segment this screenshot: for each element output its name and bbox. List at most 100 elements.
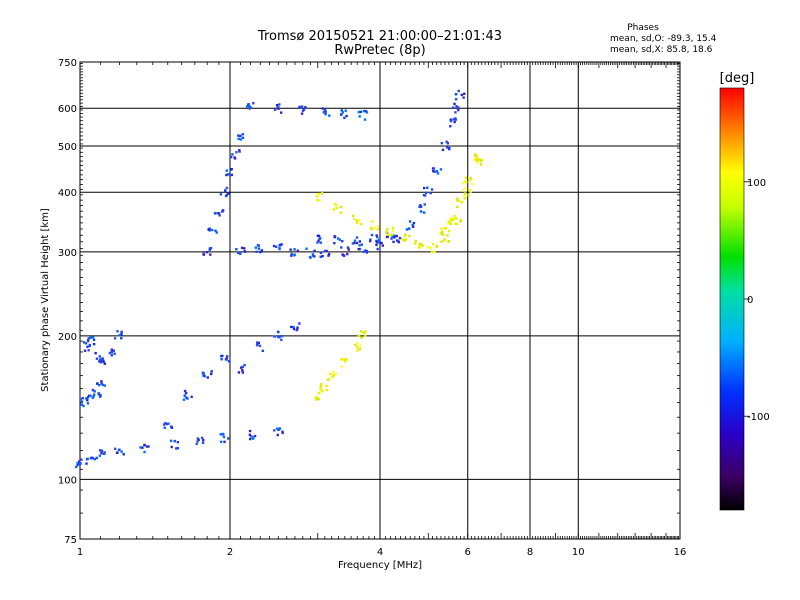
data-point-o (91, 457, 95, 460)
data-point-o (336, 237, 340, 240)
data-point-o (143, 450, 146, 454)
data-point-x (339, 205, 343, 209)
data-point-o (249, 106, 252, 109)
data-point-o (238, 149, 241, 152)
data-point-o (365, 249, 368, 253)
data-point-o (355, 236, 359, 239)
data-point-o (96, 382, 99, 385)
data-point-o (376, 247, 379, 251)
data-point-o (103, 451, 106, 454)
data-point-x (359, 330, 363, 333)
data-point-o (86, 457, 89, 461)
data-point-o (301, 109, 305, 112)
data-point-o (419, 205, 423, 208)
colorbar-tick-0: 0 (747, 295, 753, 306)
data-point-o (277, 428, 280, 432)
data-point-x (364, 334, 367, 337)
data-point-o (275, 103, 279, 107)
data-point-x (376, 228, 380, 231)
data-point-x (334, 372, 338, 376)
data-point-o (89, 336, 93, 339)
data-point-o (229, 155, 233, 159)
data-point-x (404, 238, 407, 242)
data-point-x (451, 219, 454, 222)
data-point-o (94, 351, 97, 355)
data-point-o (100, 380, 103, 383)
data-point-o (225, 169, 228, 172)
data-point-o (184, 396, 188, 399)
data-point-o (347, 248, 350, 251)
data-point-o (368, 239, 372, 243)
data-point-o (298, 105, 301, 109)
data-point-o (113, 337, 117, 340)
data-point-o (79, 398, 82, 401)
data-point-x (475, 155, 479, 159)
data-point-o (92, 393, 96, 396)
data-point-o (449, 125, 452, 128)
data-point-o (228, 173, 232, 177)
data-point-x (447, 229, 451, 233)
data-point-x (356, 221, 359, 225)
data-point-o (196, 437, 200, 440)
data-point-o (219, 440, 223, 444)
data-point-o (353, 239, 357, 242)
data-point-o (86, 399, 89, 402)
tick-label-y-600: 600 (58, 104, 77, 115)
data-point-x (476, 161, 479, 164)
data-point-o (362, 250, 365, 254)
data-point-o (186, 397, 189, 400)
data-point-o (281, 430, 284, 433)
data-point-o (422, 211, 426, 214)
data-point-o (122, 453, 125, 456)
data-point-o (432, 167, 436, 170)
data-point-o (241, 369, 244, 372)
data-point-o (206, 376, 209, 379)
data-point-o (93, 457, 97, 461)
data-point-o (323, 108, 327, 111)
data-point-x (457, 199, 460, 202)
data-point-o (391, 235, 394, 238)
data-point-o (145, 445, 149, 448)
data-point-o (120, 450, 123, 453)
data-point-o (85, 462, 88, 465)
data-point-x (446, 234, 449, 237)
data-point-x (449, 222, 453, 226)
data-point-o (92, 342, 96, 346)
data-point-o (423, 194, 427, 197)
data-point-x (441, 230, 444, 234)
data-point-o (213, 212, 217, 215)
data-point-o (167, 422, 170, 425)
data-point-o (175, 447, 178, 450)
data-point-o (103, 362, 107, 365)
data-point-o (364, 249, 367, 252)
data-point-o (289, 248, 292, 251)
data-point-o (256, 244, 260, 247)
data-point-o (241, 133, 245, 136)
data-point-o (433, 170, 436, 173)
data-point-o (98, 393, 101, 396)
data-point-o (446, 142, 449, 145)
data-point-x (332, 208, 336, 211)
data-point-o (100, 382, 103, 385)
data-point-o (418, 205, 421, 209)
data-point-o (292, 325, 295, 329)
colorbar-tick-neg100: -100 (747, 412, 770, 423)
data-point-x (343, 359, 347, 363)
data-point-o (163, 426, 166, 429)
data-point-o (370, 233, 374, 237)
data-point-o (80, 400, 84, 403)
data-point-x (474, 153, 477, 156)
data-point-o (392, 240, 395, 244)
data-point-o (87, 394, 91, 397)
data-point-x (456, 205, 459, 209)
data-point-o (182, 398, 186, 401)
data-point-o (457, 89, 460, 93)
data-point-x (474, 158, 477, 161)
data-point-x (355, 219, 359, 222)
data-point-x (339, 211, 343, 214)
data-point-o (358, 244, 361, 247)
data-point-o (441, 148, 445, 152)
data-point-x (353, 217, 356, 221)
data-point-o (93, 390, 96, 393)
